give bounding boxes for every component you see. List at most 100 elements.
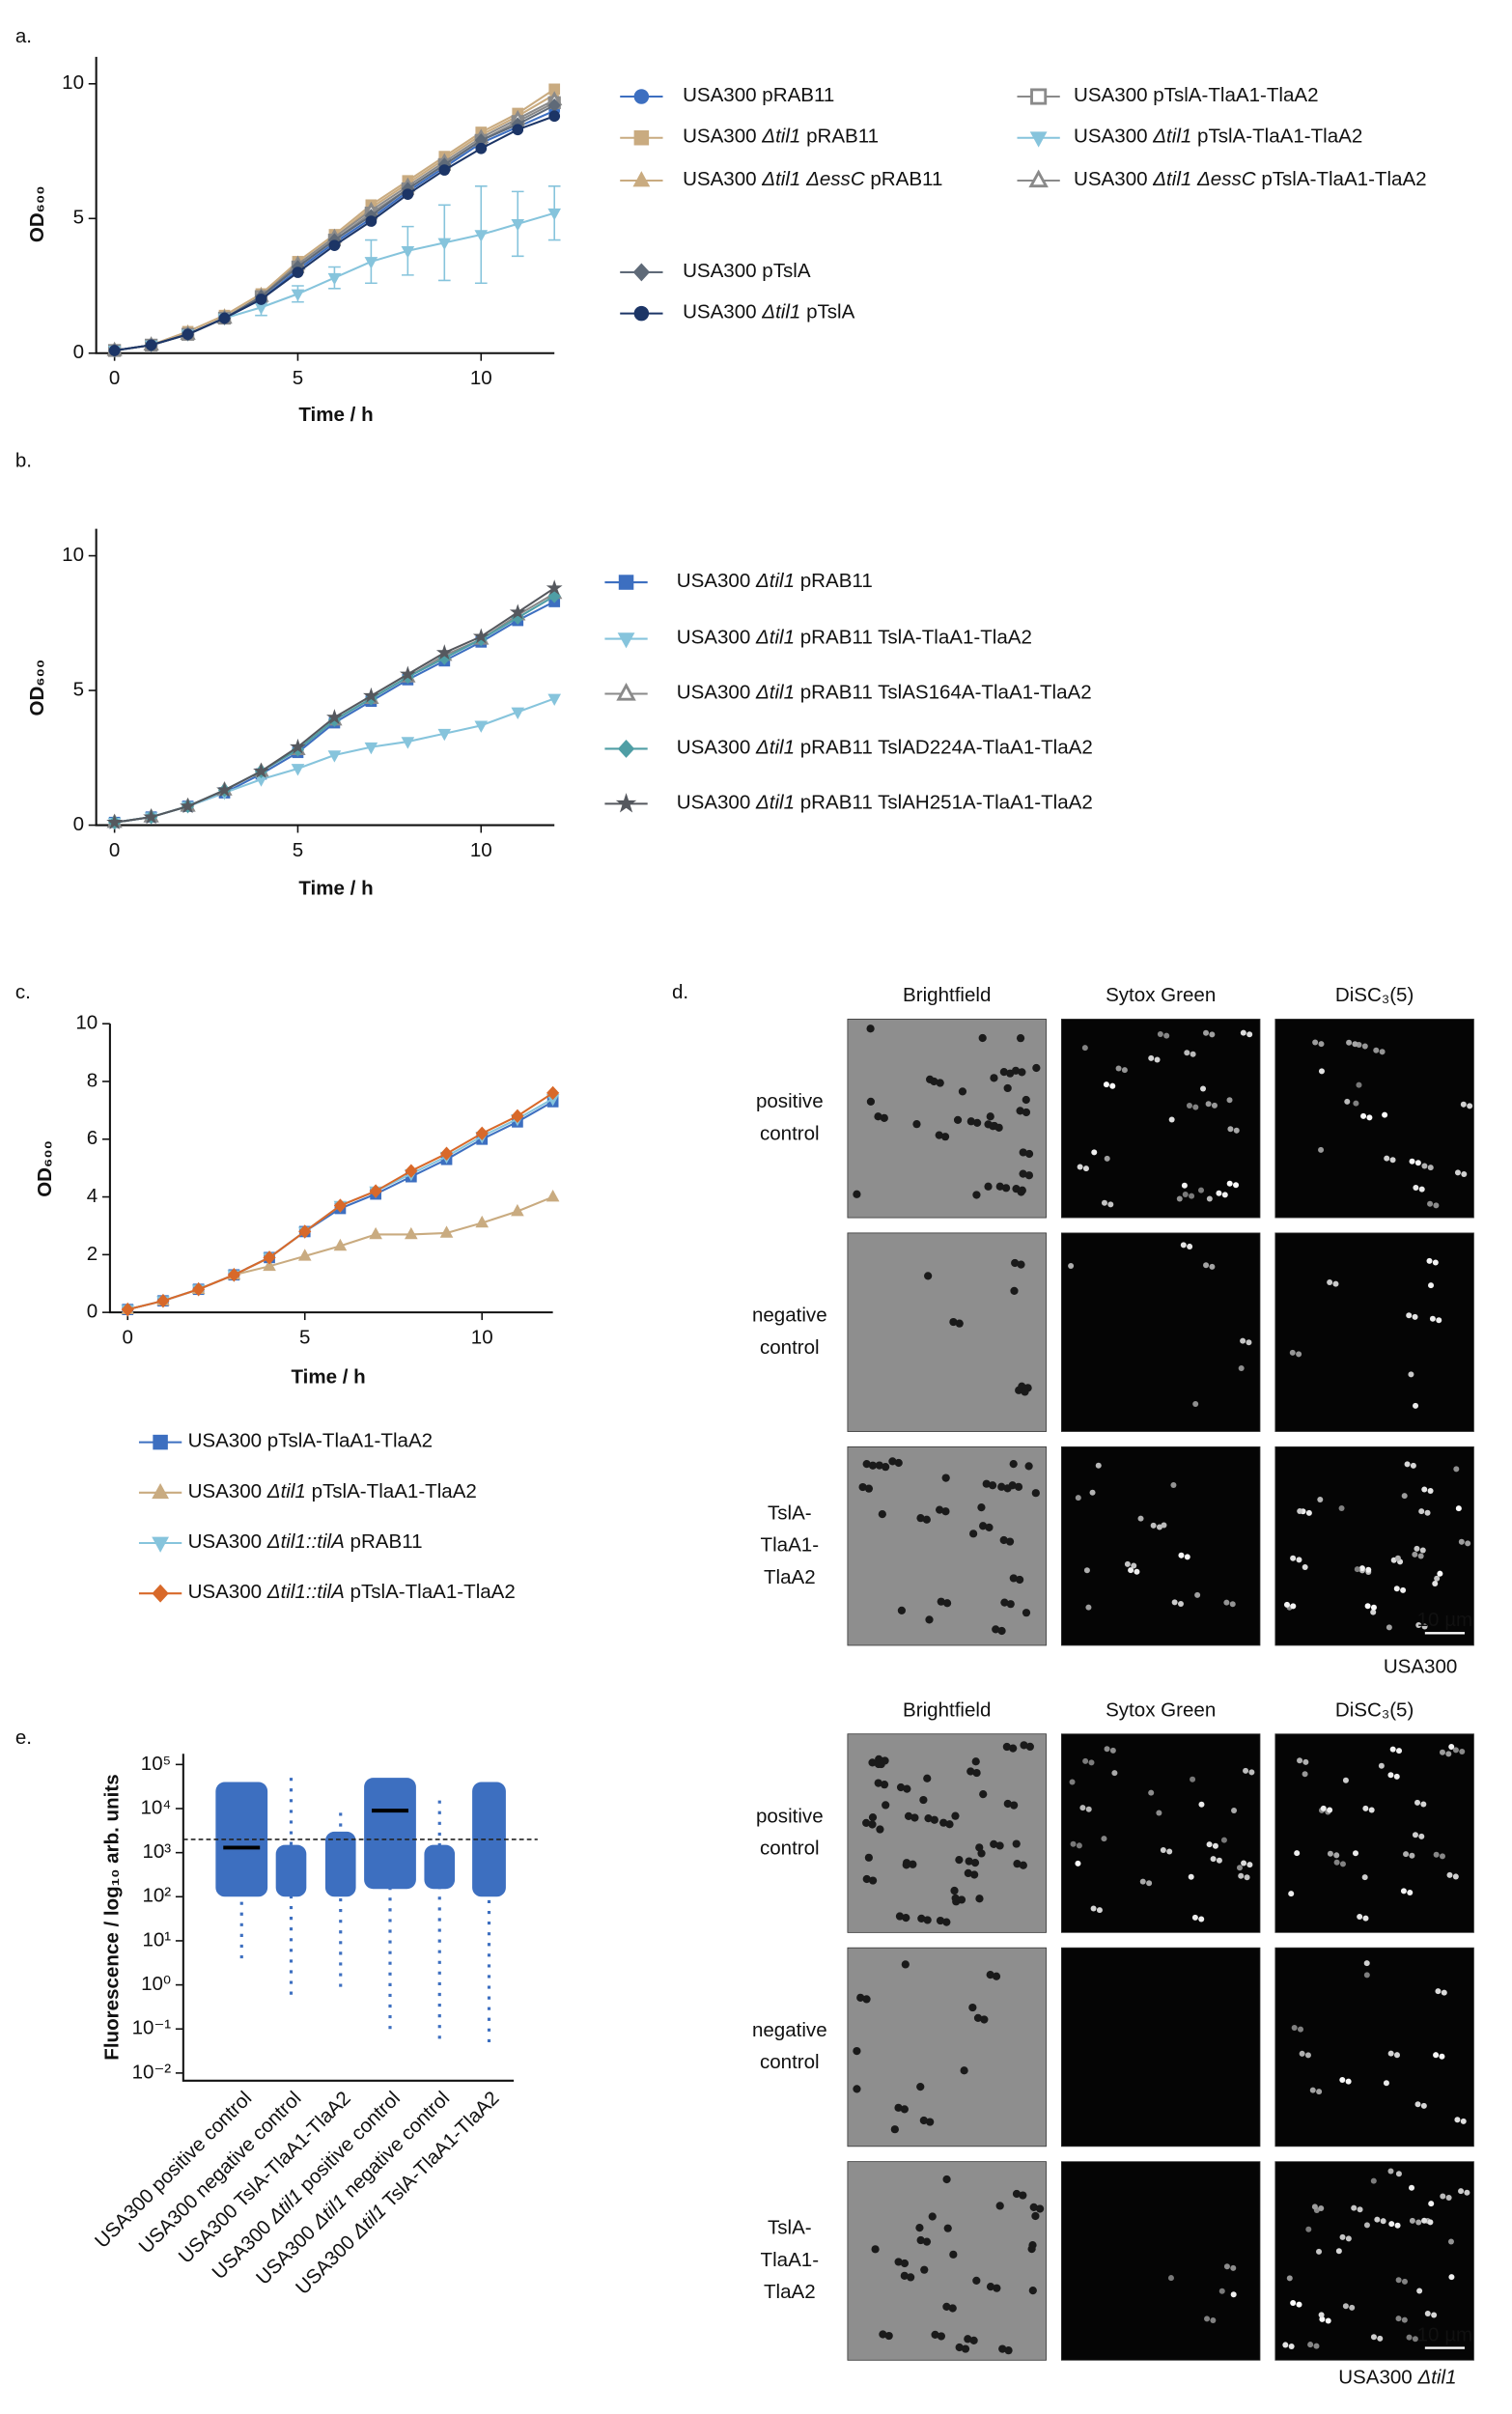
cell <box>1339 2077 1346 2084</box>
point <box>474 230 489 242</box>
cell <box>1401 2316 1408 2323</box>
cell <box>866 1025 875 1033</box>
cell <box>1434 1575 1441 1582</box>
point <box>438 164 451 176</box>
point <box>327 272 342 286</box>
cell <box>1363 2222 1370 2229</box>
cell <box>879 2330 887 2339</box>
bulk <box>275 1844 307 1897</box>
cell <box>1318 1041 1325 1048</box>
panel-label: c. <box>15 981 31 1003</box>
cell <box>1458 1538 1465 1545</box>
cell <box>1335 2248 1342 2255</box>
cell <box>1302 1563 1308 1570</box>
cell <box>1410 1462 1416 1469</box>
row-label: TlaA2 <box>764 1566 816 1588</box>
cell <box>1412 1551 1418 1558</box>
point <box>365 215 378 227</box>
cell <box>1000 1598 1009 1607</box>
cell <box>1204 2316 1211 2322</box>
cell <box>1190 1051 1196 1057</box>
cell <box>924 1814 933 1823</box>
point <box>106 813 124 829</box>
cell <box>1229 1601 1236 1608</box>
legend-label: USA300 pRAB11 <box>683 84 834 106</box>
cell <box>1296 2301 1302 2308</box>
cell <box>1178 1552 1185 1558</box>
cell <box>1081 1045 1088 1052</box>
cell <box>868 1758 877 1767</box>
cell <box>1362 1915 1369 1922</box>
cell <box>941 1474 950 1482</box>
cell <box>1148 1054 1155 1061</box>
x-tick-label: 0 <box>123 1326 133 1348</box>
cell <box>1413 1185 1419 1192</box>
x-tick-label: 0 <box>109 839 120 861</box>
cell <box>856 1993 865 2002</box>
cell <box>1091 1149 1098 1156</box>
y-axis-title: OD₆₀₀ <box>26 660 48 716</box>
cell <box>894 2103 903 2112</box>
x-axis-title: Time / h <box>298 404 373 426</box>
cell <box>1465 1540 1471 1547</box>
legend-marker <box>1028 169 1049 188</box>
y-axis-title: Fluorescence / log₁₀ arb. units <box>100 1774 123 2060</box>
x-axis-title: Time / h <box>298 877 373 899</box>
cell <box>1024 1462 1033 1471</box>
row-label: control <box>760 1122 820 1144</box>
axis <box>182 1754 515 2082</box>
cell <box>1216 1190 1222 1196</box>
cell <box>1005 1537 1015 1546</box>
cell <box>1374 2216 1381 2223</box>
cell <box>868 1820 877 1829</box>
legend-marker <box>152 1482 169 1500</box>
cell <box>988 1481 997 1490</box>
cell <box>1360 1112 1367 1119</box>
legend-label: USA300 Δtil1 ΔessC pTslA-TlaA1-TlaA2 <box>1074 168 1427 190</box>
cell <box>1001 1184 1011 1193</box>
cell <box>1230 2264 1237 2271</box>
point <box>475 142 488 154</box>
cell <box>1368 1807 1375 1813</box>
cell <box>1077 1164 1083 1170</box>
cell <box>924 1272 933 1280</box>
cell <box>943 2224 952 2232</box>
cell <box>1028 2287 1037 2295</box>
cell <box>1223 1599 1230 1606</box>
point <box>405 1226 418 1240</box>
cell <box>1082 1757 1089 1764</box>
point <box>475 1215 490 1228</box>
cell <box>1296 1351 1302 1358</box>
cell <box>1395 2171 1402 2177</box>
legend-marker <box>152 1536 169 1553</box>
cell <box>955 1856 964 1865</box>
cell <box>980 2015 989 2024</box>
column-header: Brightfield <box>903 984 991 1006</box>
cell <box>1345 2235 1352 2242</box>
point <box>437 728 452 742</box>
cell <box>1211 1102 1218 1109</box>
point <box>192 1282 206 1297</box>
cell <box>1363 1972 1370 1979</box>
cell <box>1197 1187 1205 1193</box>
row-label: control <box>760 2051 820 2073</box>
cell <box>1346 1039 1353 1046</box>
cell <box>1452 1873 1459 1880</box>
cell <box>1017 1260 1025 1269</box>
cell <box>1393 1586 1400 1592</box>
cell <box>951 1894 960 1902</box>
cell <box>1313 2343 1320 2349</box>
cell <box>1357 1914 1363 1921</box>
cell <box>920 2265 929 2274</box>
cell <box>1318 2204 1325 2211</box>
cell <box>896 1782 906 1792</box>
cell <box>1076 1842 1082 1849</box>
point <box>511 1203 524 1217</box>
cell <box>1361 1874 1368 1881</box>
cell <box>1382 1111 1388 1118</box>
cell <box>868 1461 878 1470</box>
cell <box>1455 1505 1462 1512</box>
point <box>439 1225 454 1238</box>
bulk <box>324 1831 356 1897</box>
cell <box>1019 1169 1027 1178</box>
